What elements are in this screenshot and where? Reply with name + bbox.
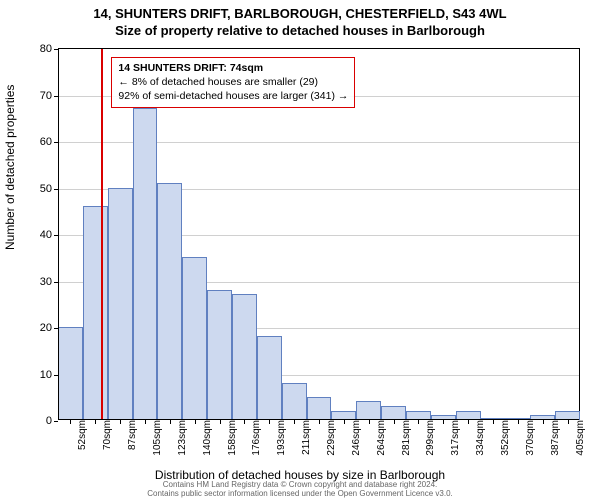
xtick-mark [418, 420, 419, 424]
annotation-line: 14 SHUNTERS DRIFT: 74sqm [118, 61, 348, 75]
xtick-label: 70sqm [99, 420, 113, 450]
annotation-line: 92% of semi-detached houses are larger (… [118, 89, 348, 103]
xtick-mark [394, 420, 395, 424]
xtick-label: 246sqm [348, 420, 362, 456]
xtick-label: 193sqm [273, 420, 287, 456]
xtick-mark [344, 420, 345, 424]
title-line-2: Size of property relative to detached ho… [0, 23, 600, 40]
xtick-label: 105sqm [149, 420, 163, 456]
xtick-label: 370sqm [522, 420, 536, 456]
xtick-mark [95, 420, 96, 424]
xtick-label: 158sqm [224, 420, 238, 456]
histogram-bar [257, 336, 282, 420]
histogram-bar [381, 406, 406, 420]
title-line-1: 14, SHUNTERS DRIFT, BARLBOROUGH, CHESTER… [0, 6, 600, 23]
xtick-mark [269, 420, 270, 424]
xtick-label: 229sqm [323, 420, 337, 456]
xtick-label: 352sqm [497, 420, 511, 456]
xtick-mark [468, 420, 469, 424]
histogram-bar [133, 108, 158, 420]
histogram-bar [207, 290, 232, 420]
xtick-mark [518, 420, 519, 424]
xtick-mark [220, 420, 221, 424]
histogram-bar [307, 397, 332, 420]
x-axis [58, 419, 579, 420]
y-axis [58, 49, 59, 420]
histogram-bar [232, 294, 257, 420]
histogram-bar [157, 183, 182, 420]
xtick-label: 387sqm [547, 420, 561, 456]
xtick-label: 264sqm [373, 420, 387, 456]
reference-line [101, 49, 103, 420]
xtick-label: 123sqm [174, 420, 188, 456]
xtick-label: 405sqm [572, 420, 586, 456]
histogram-bar [58, 327, 83, 420]
histogram-bar [83, 206, 108, 420]
footer-line-1: Contains HM Land Registry data © Crown c… [6, 480, 594, 489]
y-axis-label: Number of detached properties [3, 85, 17, 250]
chart-container: 14, SHUNTERS DRIFT, BARLBOROUGH, CHESTER… [0, 0, 600, 500]
xtick-label: 281sqm [398, 420, 412, 456]
xtick-mark [170, 420, 171, 424]
xtick-mark [244, 420, 245, 424]
footer-line-2: Contains public sector information licen… [6, 489, 594, 498]
annotation-box: 14 SHUNTERS DRIFT: 74sqm← 8% of detached… [111, 57, 355, 108]
xtick-mark [493, 420, 494, 424]
ytick-label: 10 [40, 369, 58, 381]
xtick-label: 87sqm [124, 420, 138, 450]
histogram-bar [282, 383, 307, 420]
histogram-bar [356, 401, 381, 420]
xtick-mark [145, 420, 146, 424]
xtick-mark [70, 420, 71, 424]
ytick-label: 60 [40, 136, 58, 148]
ytick-label: 80 [40, 43, 58, 55]
xtick-label: 176sqm [248, 420, 262, 456]
ytick-label: 40 [40, 229, 58, 241]
xtick-mark [543, 420, 544, 424]
chart-title: 14, SHUNTERS DRIFT, BARLBOROUGH, CHESTER… [0, 0, 600, 40]
xtick-label: 317sqm [447, 420, 461, 456]
xtick-mark [443, 420, 444, 424]
xtick-label: 299sqm [422, 420, 436, 456]
xtick-mark [120, 420, 121, 424]
ytick-label: 50 [40, 183, 58, 195]
footer-attribution: Contains HM Land Registry data © Crown c… [6, 480, 594, 498]
plot-area: 0102030405060708052sqm70sqm87sqm105sqm12… [58, 48, 580, 420]
annotation-line: ← 8% of detached houses are smaller (29) [118, 75, 348, 89]
histogram-bar [182, 257, 207, 420]
xtick-mark [568, 420, 569, 424]
xtick-label: 140sqm [199, 420, 213, 456]
xtick-mark [369, 420, 370, 424]
ytick-label: 30 [40, 276, 58, 288]
xtick-label: 334sqm [472, 420, 486, 456]
xtick-label: 211sqm [298, 420, 312, 455]
xtick-mark [195, 420, 196, 424]
ytick-label: 0 [46, 415, 58, 427]
histogram-bar [108, 188, 133, 421]
ytick-label: 70 [40, 90, 58, 102]
ytick-label: 20 [40, 322, 58, 334]
xtick-label: 52sqm [74, 420, 88, 450]
xtick-mark [319, 420, 320, 424]
xtick-mark [294, 420, 295, 424]
